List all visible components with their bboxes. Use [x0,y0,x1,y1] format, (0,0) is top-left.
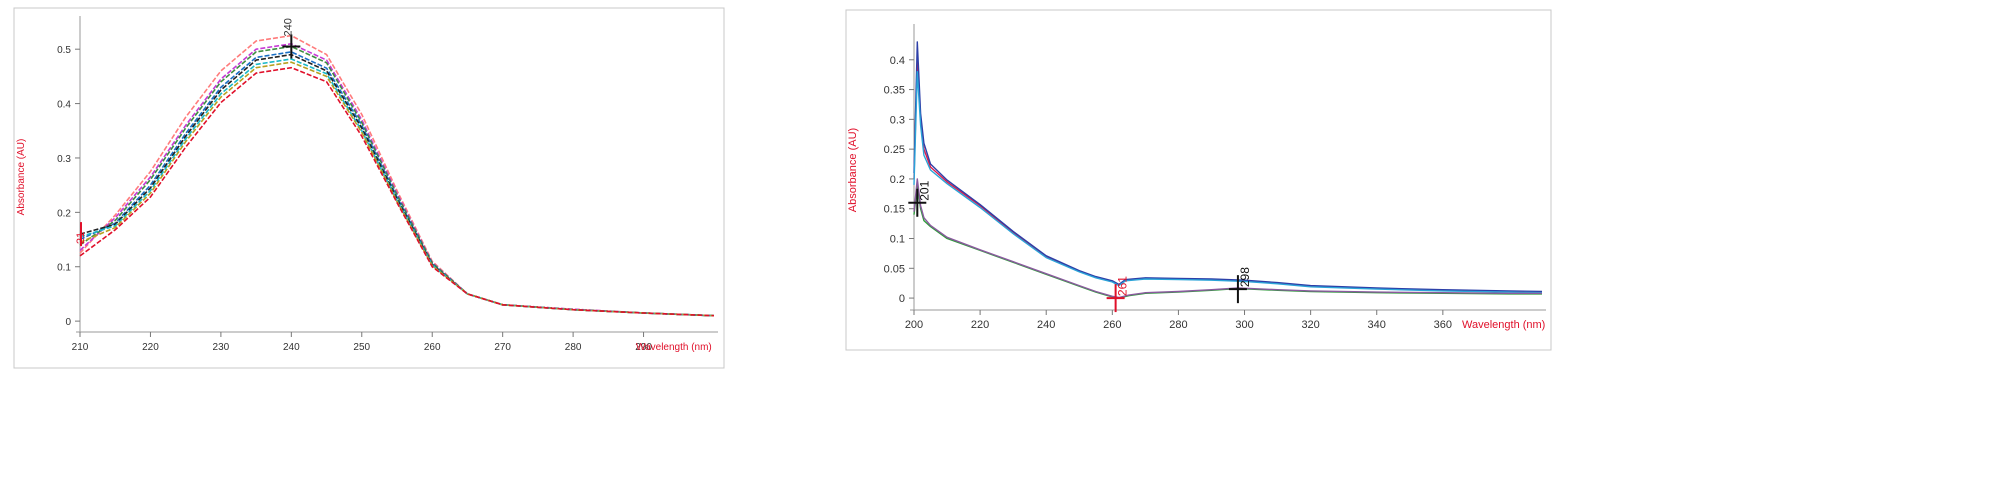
chart-frame [13,7,725,369]
y-tick-label: 0.1 [890,234,905,246]
y-tick-label: 0.4 [57,100,71,111]
x-tick-label: 260 [1103,319,1121,331]
y-tick-label: 0 [899,293,905,305]
x-tick-label: 300 [1235,319,1253,331]
x-tick-label: 280 [1169,319,1187,331]
y-tick-label: 0.5 [57,45,71,56]
y-tick-label: 0.3 [890,114,905,126]
y-tick-label: 0.05 [884,263,905,275]
chart-panel-left: 210 220 230 240 250 260 270 280 290 0 0.1 0.2 0.3 0.4… [0,0,730,385]
chart-panel-right: 200 220 240 260 280 300 320 340 360 0 0.05 0.1 0.15 0… [842,0,1557,362]
y-tick-label: 0.4 [890,55,905,67]
x-tick-label: 220 [971,319,989,331]
x-tick-label: 320 [1301,319,1319,331]
y-tick-label: 0 [65,317,71,328]
x-tick-label: 240 [1037,319,1055,331]
x-tick-label: 210 [72,342,89,353]
x-tick-label: 250 [353,342,370,353]
series-line [913,71,1543,294]
x-tick-label: 270 [494,342,511,353]
series-line [79,34,715,317]
y-axis-title: Absorbance (AU) [847,128,859,212]
peak-label: 240 [282,18,294,36]
series-line [79,66,715,317]
x-tick-label: 240 [283,342,300,353]
chart-frame [845,9,1552,351]
x-tick-label: 260 [424,342,441,353]
chart-left-svg: 210 220 230 240 250 260 270 280 290 0 0.1 0.2 0.3 0.4… [13,7,725,369]
x-tick-label: 200 [905,319,923,331]
x-axis-title: Wavelength (nm) [1462,319,1545,331]
series-line [913,41,1543,293]
x-axis-title: Wavelength (nm) [636,342,712,353]
x-tick-label: 220 [142,342,159,353]
peak-label: 201 [917,180,931,200]
y-axis-title: Absorbance (AU) [16,139,27,216]
peak-label: 261 [1116,276,1130,296]
x-tick-label: 290 [635,342,652,353]
y-tick-label: 0.2 [890,174,905,186]
start-label: 21 [75,232,87,244]
x-tick-label: 360 [1434,319,1452,331]
series-line [79,43,715,317]
y-tick-label: 0.35 [884,85,905,97]
y-tick-label: 0.25 [884,144,905,156]
y-tick-label: 0.2 [57,208,71,219]
y-tick-label: 0.3 [57,154,71,165]
y-tick-label: 0.1 [57,263,71,274]
x-tick-label: 230 [213,342,230,353]
chart-right-svg: 200 220 240 260 280 300 320 340 360 0 0.05 0.1 0.15 0… [845,9,1552,351]
peak-label: 298 [1238,267,1252,287]
x-tick-label: 280 [565,342,582,353]
y-tick-label: 0.15 [884,204,905,216]
x-tick-label: 340 [1368,319,1386,331]
